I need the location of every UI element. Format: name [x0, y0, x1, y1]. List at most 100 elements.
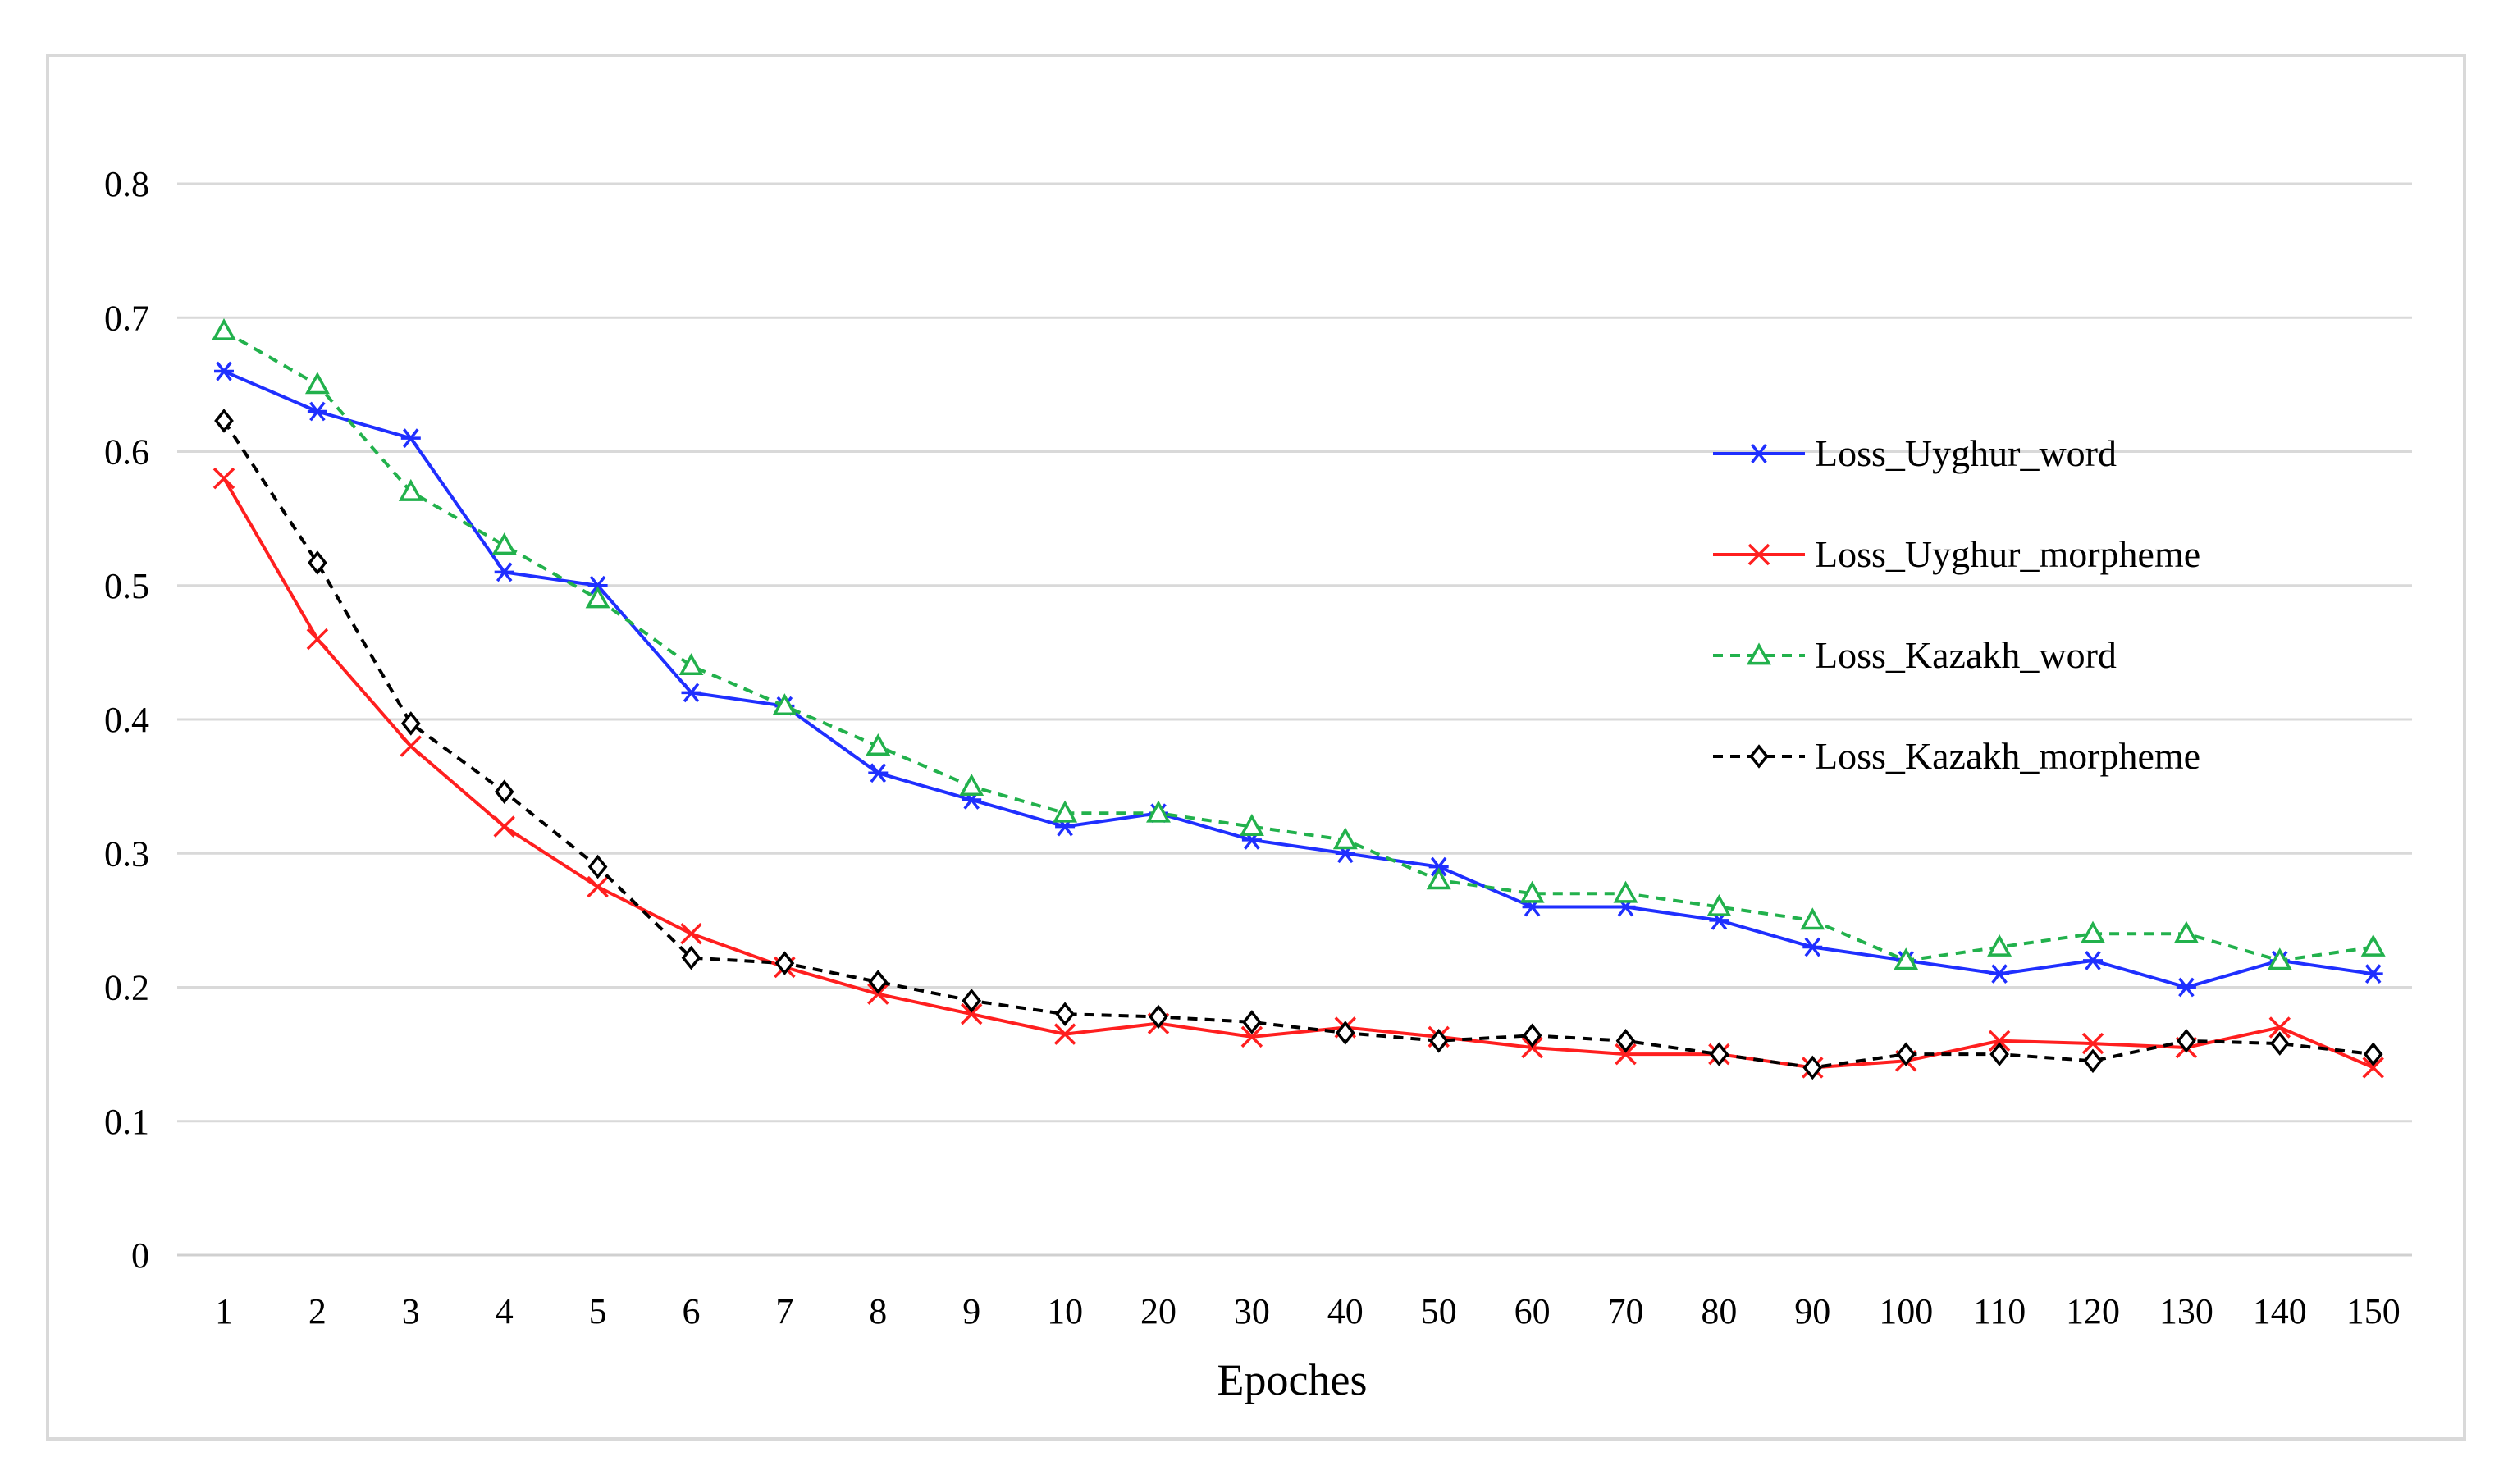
data-point-loss-uyghur-word — [1989, 964, 2010, 984]
x-tick-label: 70 — [1608, 1291, 1644, 1331]
data-point-loss-uyghur-morpheme — [2362, 1057, 2384, 1079]
data-point-loss-uyghur-morpheme — [306, 628, 329, 651]
x-tick-label: 80 — [1701, 1291, 1737, 1331]
y-tick-label: 0.2 — [104, 968, 149, 1008]
data-point-loss-kazakh-morpheme — [587, 854, 608, 879]
marker-stroke — [1751, 444, 1767, 463]
y-tick-label: 0.3 — [104, 833, 149, 874]
marker-stroke — [1053, 1023, 1076, 1045]
y-tick-label: 0.5 — [104, 566, 149, 606]
marker-stroke — [683, 683, 700, 703]
legend-item-loss-kazakh-word: Loss_Kazakh_word — [1713, 634, 2117, 676]
x-tick-label: 8 — [869, 1291, 887, 1331]
marker-stroke — [496, 562, 513, 582]
x-tick-label: 140 — [2253, 1291, 2307, 1331]
series-line-loss-uyghur-word — [223, 369, 2373, 989]
legend-item-loss-uyghur-morpheme: Loss_Uyghur_morpheme — [1713, 533, 2200, 575]
series-line-loss-kazakh-morpheme — [222, 419, 2373, 1070]
series-layer — [212, 317, 2386, 1080]
x-tick-label: 60 — [1514, 1291, 1551, 1331]
marker-stroke — [309, 401, 326, 422]
y-axis-ticks: 0 0.1 0.2 0.3 0.4 0.5 0.6 0.7 0.8 — [104, 164, 149, 1276]
data-point-loss-kazakh-word — [2173, 920, 2199, 943]
x-tick-label: 130 — [2159, 1291, 2213, 1331]
legend-item-loss-uyghur-word: Loss_Uyghur_word — [1713, 432, 2117, 474]
marker-stroke — [870, 763, 887, 783]
data-point-loss-kazakh-word — [2360, 934, 2386, 957]
legend-marker — [1747, 642, 1771, 665]
data-point-loss-kazakh-word — [304, 372, 330, 395]
data-point-loss-kazakh-morpheme — [1149, 1004, 1168, 1030]
data-point-loss-uyghur-morpheme — [680, 922, 702, 945]
data-point-loss-kazakh-word — [1146, 800, 1171, 823]
series-line-loss-uyghur-morpheme — [222, 477, 2374, 1070]
x-tick-label: 40 — [1327, 1291, 1364, 1331]
data-point-loss-uyghur-word — [307, 401, 327, 422]
data-point-loss-kazakh-morpheme — [494, 779, 514, 804]
marker-stroke — [1430, 856, 1447, 877]
data-point-loss-uyghur-word — [868, 763, 889, 783]
x-tick-label: 120 — [2066, 1291, 2120, 1331]
legend-marker — [1749, 444, 1769, 463]
x-tick-label: 5 — [589, 1291, 607, 1331]
data-point-loss-kazakh-word — [1239, 813, 1264, 836]
marker-stroke — [493, 815, 515, 838]
legend-marker — [1749, 744, 1769, 769]
marker-stroke — [680, 922, 702, 945]
x-tick-label: 10 — [1047, 1291, 1083, 1331]
marker-stroke — [212, 467, 235, 490]
data-point-loss-kazakh-morpheme — [400, 711, 421, 736]
data-point-loss-kazakh-morpheme — [1896, 1042, 1916, 1066]
data-point-loss-kazakh-morpheme — [308, 550, 327, 575]
data-point-loss-kazakh-morpheme — [2363, 1042, 2383, 1066]
series-loss-kazakh-morpheme — [214, 409, 2383, 1080]
data-point-loss-kazakh-morpheme — [2177, 1028, 2196, 1053]
x-tick-label: 2 — [308, 1291, 327, 1331]
data-point-loss-kazakh-morpheme — [1242, 1010, 1262, 1034]
chart-frame — [46, 54, 2466, 1441]
x-axis-title: Epoches — [1217, 1355, 1368, 1404]
x-tick-label: 90 — [1794, 1291, 1830, 1331]
data-point-loss-uyghur-morpheme — [1615, 1043, 1637, 1066]
series-loss-uyghur-word — [214, 361, 2383, 998]
data-point-loss-uyghur-word — [2083, 950, 2103, 970]
legend-marker — [1747, 543, 1770, 566]
data-point-loss-uyghur-word — [2176, 977, 2196, 998]
data-point-loss-uyghur-word — [400, 428, 421, 449]
data-point-loss-kazakh-word — [2267, 947, 2292, 970]
data-point-loss-kazakh-word — [678, 653, 704, 676]
x-tick-label: 3 — [402, 1291, 420, 1331]
data-point-loss-uyghur-morpheme — [960, 1002, 983, 1025]
marker-stroke — [2268, 1016, 2291, 1039]
marker-stroke — [1991, 964, 2008, 984]
data-point-loss-kazakh-word — [585, 586, 610, 609]
data-point-loss-kazakh-word — [1800, 907, 1825, 930]
data-point-loss-uyghur-morpheme — [587, 875, 609, 898]
data-point-loss-kazakh-word — [1613, 880, 1638, 903]
x-tick-label: 50 — [1421, 1291, 1457, 1331]
marker-stroke — [2178, 977, 2195, 998]
data-point-loss-kazakh-word — [1894, 947, 1919, 970]
data-point-loss-uyghur-word — [494, 562, 514, 582]
series-loss-uyghur-morpheme — [212, 467, 2384, 1079]
legend-item-loss-kazakh-morpheme: Loss_Kazakh_morpheme — [1713, 735, 2200, 777]
data-point-loss-kazakh-morpheme — [1802, 1055, 1823, 1080]
marker-stroke — [960, 1002, 983, 1025]
legend-label: Loss_Uyghur_morpheme — [1815, 533, 2200, 575]
data-point-loss-uyghur-morpheme — [493, 815, 515, 838]
data-point-loss-uyghur-morpheme — [212, 467, 235, 490]
data-point-loss-kazakh-word — [212, 317, 236, 340]
data-point-loss-kazakh-word — [866, 733, 891, 756]
y-tick-label: 0.6 — [104, 432, 149, 473]
data-point-loss-uyghur-morpheme — [1988, 1030, 2011, 1052]
x-tick-label: 110 — [1973, 1291, 2026, 1331]
marker-stroke — [400, 735, 423, 757]
data-point-loss-uyghur-morpheme — [1240, 1025, 1263, 1048]
data-point-loss-kazakh-morpheme — [1522, 1023, 1542, 1048]
x-tick-label: 6 — [683, 1291, 701, 1331]
data-point-loss-kazakh-morpheme — [962, 989, 982, 1013]
data-point-loss-uyghur-morpheme — [2268, 1016, 2291, 1039]
legend-label: Loss_Uyghur_word — [1815, 432, 2117, 474]
data-point-loss-kazakh-morpheme — [1335, 1021, 1355, 1045]
data-point-loss-kazakh-morpheme — [681, 945, 701, 970]
